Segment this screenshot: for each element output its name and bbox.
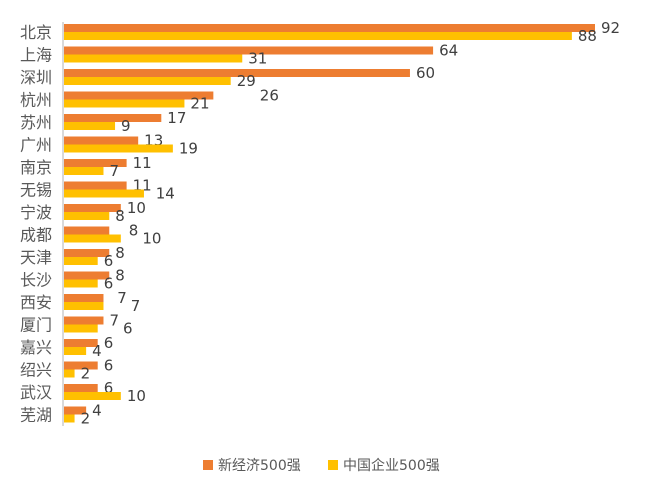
bar-new-economy	[63, 316, 104, 325]
bar-china-enterprise	[63, 414, 75, 423]
bar-china-enterprise	[63, 234, 121, 243]
bar-china-enterprise	[63, 257, 98, 265]
bar-china-enterprise	[63, 99, 185, 108]
bar-china-enterprise	[63, 32, 572, 40]
bar-new-economy	[63, 136, 139, 145]
category-label: 绍兴	[20, 361, 52, 380]
data-label: 10	[127, 387, 146, 405]
category-label: 长沙	[20, 271, 52, 290]
data-label: 9	[121, 117, 131, 135]
bar-new-economy	[63, 204, 121, 212]
data-label: 29	[237, 72, 256, 90]
bar-new-economy	[63, 114, 162, 122]
data-label: 6	[104, 252, 114, 270]
bar-new-economy	[63, 46, 434, 55]
data-label: 92	[601, 19, 620, 37]
category-label: 西安	[20, 293, 52, 312]
bar-china-enterprise	[63, 347, 87, 355]
bar-new-economy	[63, 361, 98, 370]
category-label: 苏州	[20, 113, 52, 132]
bar-new-economy	[63, 69, 410, 77]
bar-china-enterprise	[63, 212, 110, 220]
bar-china-enterprise	[63, 279, 98, 288]
data-label: 2	[81, 365, 91, 383]
data-label: 8	[115, 244, 125, 262]
legend-label: 新经济500强	[218, 458, 301, 474]
category-label: 深圳	[20, 68, 52, 87]
data-label: 88	[578, 27, 597, 45]
data-label: 4	[92, 342, 102, 360]
data-label: 10	[142, 230, 161, 248]
data-label: 8	[129, 222, 139, 240]
category-label: 南京	[20, 158, 52, 177]
data-label: 17	[167, 109, 186, 127]
category-label: 广州	[20, 136, 52, 155]
data-label: 8	[115, 207, 125, 225]
data-label: 19	[179, 140, 198, 158]
bar-china-enterprise	[63, 392, 121, 400]
data-label: 6	[123, 320, 133, 338]
bar-china-enterprise	[63, 77, 231, 85]
bar-china-enterprise	[63, 369, 75, 378]
category-label: 成都	[20, 226, 52, 245]
bar-china-enterprise	[63, 144, 173, 153]
data-label: 31	[248, 50, 267, 68]
bar-china-enterprise	[63, 189, 144, 198]
data-label: 4	[92, 402, 102, 420]
category-label: 北京	[20, 23, 52, 42]
data-label: 2	[81, 410, 91, 428]
bar-new-economy	[63, 339, 98, 347]
bar-china-enterprise	[63, 122, 116, 130]
bar-new-economy	[63, 249, 110, 257]
category-label: 武汉	[20, 383, 52, 402]
data-label: 6	[104, 334, 114, 352]
legend-swatch	[203, 460, 213, 470]
bar-new-economy	[63, 91, 214, 100]
bar-new-economy	[63, 294, 104, 302]
legend-label: 中国企业500强	[343, 457, 440, 474]
bar-china-enterprise	[63, 324, 98, 333]
bar-china-enterprise	[63, 302, 104, 310]
data-label: 26	[260, 87, 279, 105]
category-label: 上海	[20, 46, 52, 65]
bar-new-economy	[63, 181, 127, 190]
category-label: 厦门	[20, 316, 52, 335]
bar-china-enterprise	[63, 54, 243, 63]
bar-new-economy	[63, 226, 110, 235]
category-label: 无锡	[20, 181, 52, 200]
data-label: 11	[133, 154, 152, 172]
data-label: 7	[109, 162, 119, 180]
data-label: 7	[109, 312, 119, 330]
data-label: 8	[115, 267, 125, 285]
category-label: 嘉兴	[20, 338, 52, 357]
data-label: 21	[190, 95, 209, 113]
bar-china-enterprise	[63, 167, 104, 175]
category-label: 宁波	[20, 203, 52, 222]
data-label: 6	[104, 379, 114, 397]
bar-new-economy	[63, 271, 110, 280]
data-label: 60	[416, 64, 435, 82]
bar-new-economy	[63, 406, 87, 415]
category-label: 杭州	[20, 91, 52, 110]
data-label: 6	[104, 357, 114, 375]
bar-new-economy	[63, 24, 595, 32]
data-label: 64	[439, 42, 458, 60]
category-label: 天津	[20, 248, 52, 267]
bar-new-economy	[63, 384, 98, 392]
data-label: 7	[131, 297, 141, 315]
bar-new-economy	[63, 159, 127, 167]
data-label: 6	[104, 275, 114, 293]
legend-swatch	[328, 460, 338, 470]
category-label: 芜湖	[20, 406, 52, 425]
data-label: 7	[117, 289, 127, 307]
data-label: 14	[156, 185, 175, 203]
data-label: 10	[127, 199, 146, 217]
